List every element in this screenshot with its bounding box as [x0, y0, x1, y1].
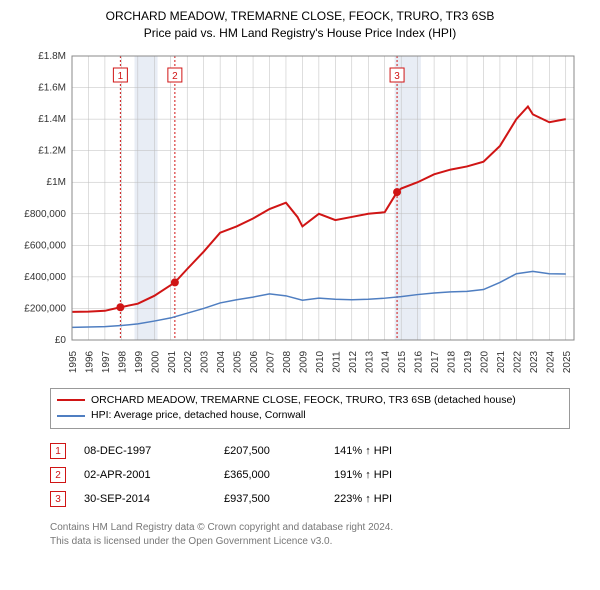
svg-text:1996: 1996: [84, 350, 95, 373]
svg-text:£800,000: £800,000: [24, 208, 66, 219]
svg-text:£200,000: £200,000: [24, 303, 66, 314]
svg-text:2008: 2008: [282, 350, 293, 373]
title-line-1: ORCHARD MEADOW, TREMARNE CLOSE, FEOCK, T…: [0, 8, 600, 25]
svg-text:£1.8M: £1.8M: [38, 51, 66, 62]
svg-text:1998: 1998: [117, 350, 128, 373]
footer: Contains HM Land Registry data © Crown c…: [50, 521, 570, 549]
svg-text:£1M: £1M: [47, 177, 66, 188]
sale-date-2: 02-APR-2001: [84, 469, 224, 481]
svg-text:2015: 2015: [397, 350, 408, 373]
svg-text:2007: 2007: [266, 350, 277, 373]
sale-row-2: 2 02-APR-2001 £365,000 191% ↑ HPI: [50, 463, 570, 487]
svg-text:2016: 2016: [414, 350, 425, 373]
sale-date-3: 30-SEP-2014: [84, 493, 224, 505]
sale-hpi-1: 141% ↑ HPI: [334, 445, 392, 457]
sale-price-1: £207,500: [224, 445, 334, 457]
svg-text:2000: 2000: [150, 350, 161, 373]
sale-marker-2: 2: [50, 467, 66, 483]
svg-text:2014: 2014: [381, 350, 392, 373]
chart-container: ORCHARD MEADOW, TREMARNE CLOSE, FEOCK, T…: [0, 0, 600, 549]
sale-hpi-2: 191% ↑ HPI: [334, 469, 392, 481]
svg-text:2003: 2003: [200, 350, 211, 373]
svg-text:£0: £0: [55, 335, 67, 346]
svg-text:2017: 2017: [430, 350, 441, 373]
sale-hpi-3: 223% ↑ HPI: [334, 493, 392, 505]
sale-price-2: £365,000: [224, 469, 334, 481]
legend-row-hpi: HPI: Average price, detached house, Corn…: [57, 408, 563, 424]
svg-text:2012: 2012: [348, 350, 359, 373]
svg-text:2022: 2022: [512, 350, 523, 373]
sale-row-1: 1 08-DEC-1997 £207,500 141% ↑ HPI: [50, 439, 570, 463]
svg-text:2010: 2010: [315, 350, 326, 373]
legend: ORCHARD MEADOW, TREMARNE CLOSE, FEOCK, T…: [50, 388, 570, 430]
legend-swatch-subject: [57, 399, 85, 401]
sale-marker-3: 3: [50, 491, 66, 507]
chart-plot: £0 £200,000 £400,000 £600,000 £800,000 £1M £1.…: [20, 50, 580, 380]
svg-text:3: 3: [394, 71, 400, 82]
svg-text:2009: 2009: [298, 350, 309, 373]
svg-text:£600,000: £600,000: [24, 240, 66, 251]
sale-row-3: 3 30-SEP-2014 £937,500 223% ↑ HPI: [50, 487, 570, 511]
svg-text:£1.2M: £1.2M: [38, 145, 66, 156]
svg-text:2020: 2020: [479, 350, 490, 373]
svg-text:2013: 2013: [364, 350, 375, 373]
svg-text:2018: 2018: [447, 350, 458, 373]
title-line-2: Price paid vs. HM Land Registry's House …: [0, 25, 600, 42]
svg-text:£400,000: £400,000: [24, 271, 66, 282]
sales-table: 1 08-DEC-1997 £207,500 141% ↑ HPI 2 02-A…: [50, 439, 570, 511]
svg-text:1999: 1999: [134, 350, 145, 373]
svg-text:2025: 2025: [562, 350, 573, 373]
svg-text:2006: 2006: [249, 350, 260, 373]
chart-title: ORCHARD MEADOW, TREMARNE CLOSE, FEOCK, T…: [0, 0, 600, 42]
svg-text:2: 2: [172, 71, 178, 82]
sale-marker-1: 1: [50, 443, 66, 459]
svg-text:2021: 2021: [496, 350, 507, 373]
svg-text:2019: 2019: [463, 350, 474, 373]
footer-line-2: This data is licensed under the Open Gov…: [50, 535, 570, 549]
sale-price-3: £937,500: [224, 493, 334, 505]
sale-date-1: 08-DEC-1997: [84, 445, 224, 457]
svg-text:1: 1: [118, 71, 124, 82]
svg-text:2011: 2011: [331, 350, 342, 372]
svg-text:£1.6M: £1.6M: [38, 82, 66, 93]
legend-swatch-hpi: [57, 415, 85, 417]
svg-text:£1.4M: £1.4M: [38, 114, 66, 125]
svg-text:2002: 2002: [183, 350, 194, 373]
chart-svg: £0 £200,000 £400,000 £600,000 £800,000 £1M £1.…: [20, 50, 580, 380]
legend-label-hpi: HPI: Average price, detached house, Corn…: [91, 408, 306, 424]
svg-text:1995: 1995: [68, 350, 79, 373]
svg-text:2005: 2005: [233, 350, 244, 373]
footer-line-1: Contains HM Land Registry data © Crown c…: [50, 521, 570, 535]
svg-text:2001: 2001: [167, 350, 178, 373]
legend-label-subject: ORCHARD MEADOW, TREMARNE CLOSE, FEOCK, T…: [91, 393, 516, 409]
svg-text:2024: 2024: [545, 350, 556, 373]
svg-text:1997: 1997: [101, 350, 112, 373]
svg-text:2004: 2004: [216, 350, 227, 373]
legend-row-subject: ORCHARD MEADOW, TREMARNE CLOSE, FEOCK, T…: [57, 393, 563, 409]
svg-text:2023: 2023: [529, 350, 540, 373]
